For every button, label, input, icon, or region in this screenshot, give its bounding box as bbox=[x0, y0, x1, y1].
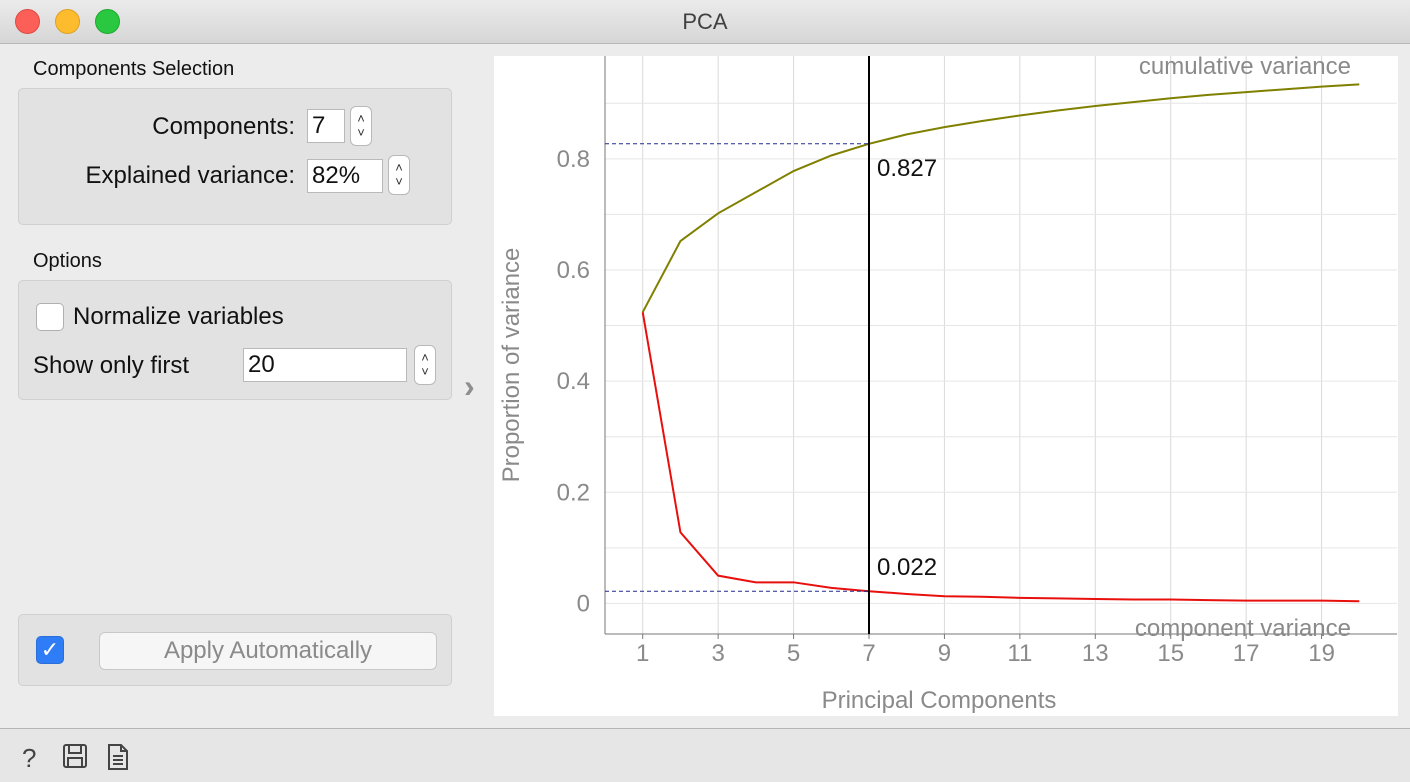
components-selection-heading: Components Selection bbox=[33, 58, 235, 80]
cumulative-value-label: 0.827 bbox=[877, 155, 937, 182]
chevron-up-icon[interactable]: ˄ bbox=[395, 160, 403, 175]
components-label: Components: bbox=[152, 113, 295, 140]
close-window-button[interactable] bbox=[15, 9, 40, 34]
x-tick-label: 5 bbox=[787, 640, 800, 667]
chevron-up-icon[interactable]: ˄ bbox=[357, 111, 365, 126]
x-tick-label: 3 bbox=[711, 640, 724, 667]
explained-variance-label: Explained variance: bbox=[85, 162, 295, 189]
component-value-label: 0.022 bbox=[877, 554, 937, 581]
show-only-first-stepper[interactable]: ˄ ˅ bbox=[414, 345, 436, 385]
cumulative-variance-label: cumulative variance bbox=[1139, 56, 1351, 80]
apply-automatically-checkbox[interactable]: ✓ bbox=[36, 636, 64, 664]
zoom-window-button[interactable] bbox=[95, 9, 120, 34]
chevron-down-icon[interactable]: ˅ bbox=[357, 125, 365, 140]
x-tick-label: 19 bbox=[1308, 640, 1335, 667]
component-variance-line bbox=[641, 312, 1360, 603]
components-selection-box: Components: 7 ˄ ˅ Explained variance: 82… bbox=[18, 88, 452, 225]
y-tick-label: 0.2 bbox=[557, 479, 590, 506]
chevron-right-icon[interactable]: › bbox=[464, 368, 475, 404]
x-tick-label: 11 bbox=[1007, 640, 1032, 667]
report-icon[interactable] bbox=[106, 743, 130, 778]
status-bar: ? bbox=[0, 728, 1410, 782]
save-icon[interactable] bbox=[62, 743, 88, 776]
minimize-window-button[interactable] bbox=[55, 9, 80, 34]
title-bar: PCA bbox=[0, 0, 1410, 44]
checkmark-icon: ✓ bbox=[40, 637, 60, 662]
cumulative-variance-line bbox=[641, 83, 1360, 313]
apply-automatically-button[interactable]: Apply Automatically bbox=[99, 632, 437, 670]
x-tick-label: 17 bbox=[1233, 640, 1260, 667]
normalize-label: Normalize variables bbox=[73, 303, 284, 330]
components-stepper[interactable]: ˄ ˅ bbox=[350, 106, 372, 146]
show-only-first-input[interactable]: 20 bbox=[243, 348, 407, 382]
show-only-first-label: Show only first bbox=[33, 352, 190, 379]
y-tick-label: 0 bbox=[577, 590, 590, 617]
components-input[interactable]: 7 bbox=[307, 109, 345, 143]
explained-variance-stepper[interactable]: ˄ ˅ bbox=[388, 155, 410, 195]
x-tick-label: 1 bbox=[636, 640, 649, 667]
y-axis-label: Proportion of variance bbox=[498, 248, 525, 483]
normalize-checkbox[interactable] bbox=[36, 303, 64, 331]
chart-area: 0 0.2 0.4 0.6 0.8 1 3 5 7 9 11 13 15 17 19 Principal Co… bbox=[494, 53, 1398, 716]
x-tick-label: 15 bbox=[1157, 640, 1184, 667]
chevron-down-icon[interactable]: ˅ bbox=[395, 174, 403, 189]
x-tick-label: 9 bbox=[938, 640, 951, 667]
x-tick-label: 7 bbox=[862, 640, 875, 667]
x-axis-label: Principal Components bbox=[822, 687, 1057, 714]
y-tick-label: 0.4 bbox=[557, 368, 590, 395]
chevron-down-icon[interactable]: ˅ bbox=[421, 364, 429, 379]
help-icon[interactable]: ? bbox=[22, 743, 37, 773]
explained-variance-input[interactable]: 82% bbox=[307, 159, 383, 193]
component-variance-label: component variance bbox=[1135, 615, 1351, 642]
options-box: Normalize variables Show only first 20 ˄… bbox=[18, 280, 452, 400]
options-heading: Options bbox=[33, 250, 102, 272]
window-title: PCA bbox=[682, 9, 728, 34]
y-tick-label: 0.8 bbox=[557, 146, 590, 173]
y-tick-label: 0.6 bbox=[557, 257, 590, 284]
x-tick-label: 13 bbox=[1082, 640, 1109, 667]
chevron-up-icon[interactable]: ˄ bbox=[421, 350, 429, 365]
